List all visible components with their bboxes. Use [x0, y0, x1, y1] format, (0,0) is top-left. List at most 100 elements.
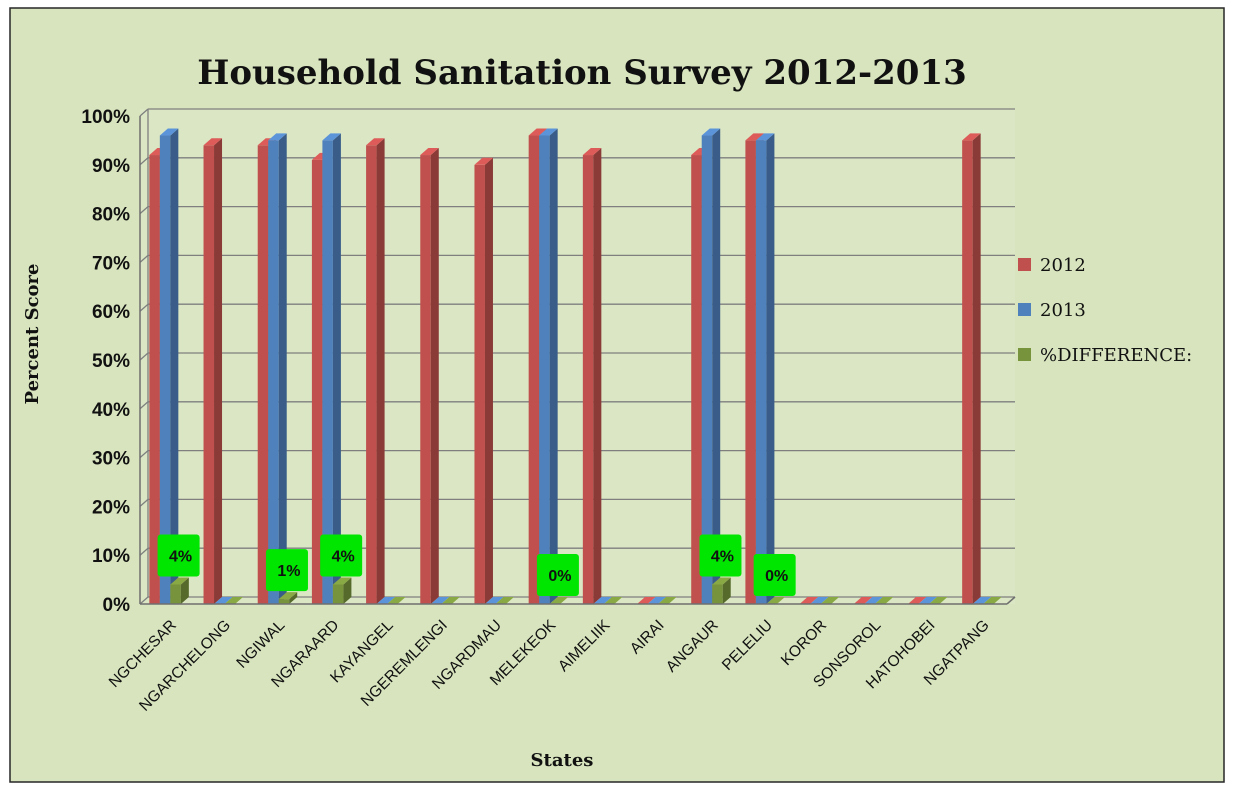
- y-tick-labels: 0% 10% 20% 30% 40% 50% 60% 70% 80% 90% 100%: [81, 107, 130, 616]
- bar-top: [278, 592, 298, 600]
- bar-front: [322, 140, 333, 604]
- bar: [159, 128, 179, 604]
- bar-top: [658, 597, 677, 604]
- bar-top: [420, 148, 439, 156]
- y-tick-label: 90%: [92, 156, 130, 177]
- gridline-connector: [139, 596, 149, 605]
- bar-front: [962, 140, 973, 604]
- bar-top: [484, 597, 504, 604]
- data-label: 4%: [320, 534, 363, 577]
- legend-label: 2013: [1040, 300, 1086, 321]
- data-label-text: 4%: [169, 548, 192, 565]
- data-labels: 4% 1% 4% 0% 4% 0%: [157, 534, 796, 596]
- bar-side: [332, 133, 341, 604]
- data-label-box: [157, 534, 200, 577]
- bar-front: [691, 155, 702, 605]
- y-tick-label: 20%: [92, 497, 130, 518]
- data-label-box: [265, 549, 308, 592]
- gridline-connector: [139, 450, 149, 459]
- bar-top: [539, 128, 558, 136]
- bar-side: [549, 128, 558, 604]
- bar-front: [745, 140, 756, 604]
- data-label: 0%: [536, 554, 579, 596]
- bar-top: [603, 597, 623, 604]
- bar-top: [376, 597, 396, 604]
- bar-side: [430, 148, 439, 605]
- gridlines: [139, 108, 1015, 605]
- bar: [539, 128, 558, 604]
- gridline-connector: [139, 206, 149, 215]
- bar-top: [918, 597, 937, 604]
- bar-top: [593, 597, 612, 604]
- gridline-connector: [139, 547, 149, 556]
- data-label-box: [753, 554, 796, 596]
- y-tick-label: 100%: [81, 107, 130, 128]
- bar-top: [907, 597, 927, 604]
- bar-side: [593, 148, 602, 605]
- bar-top: [528, 128, 548, 136]
- bar-side: [180, 577, 189, 604]
- gridline-connector: [139, 108, 149, 117]
- gridline-connector: [139, 157, 149, 166]
- bar-top: [712, 577, 731, 585]
- legend-swatch: [1018, 258, 1031, 271]
- bar-front: [278, 599, 290, 604]
- bar-front: [203, 145, 215, 604]
- bar-top: [972, 597, 992, 604]
- bar-side: [376, 138, 385, 604]
- bar-top: [387, 597, 406, 604]
- bar-side: [712, 128, 721, 604]
- bar-top: [928, 597, 948, 604]
- bar-side: [484, 157, 493, 605]
- bar: [366, 138, 385, 604]
- bar-front: [755, 140, 767, 604]
- bar: [582, 148, 602, 605]
- legend: 2012 2013 %DIFFERENCE:: [1018, 255, 1192, 366]
- bar-front: [474, 164, 485, 605]
- bar-side: [170, 128, 179, 604]
- bar-front: [528, 135, 540, 604]
- x-axis-title: States: [531, 750, 594, 771]
- bar-side: [972, 133, 981, 604]
- y-tick-label: 50%: [92, 351, 130, 372]
- gridline-connector: [139, 352, 149, 361]
- bar-top: [853, 597, 873, 604]
- data-label: 4%: [699, 534, 742, 577]
- bar-top: [820, 597, 840, 604]
- bar: [170, 577, 189, 604]
- bar-front: [311, 159, 323, 605]
- y-tick-label: 10%: [92, 546, 130, 567]
- y-tick-label: 70%: [92, 253, 130, 274]
- data-label: 1%: [265, 549, 308, 592]
- bar-top: [322, 133, 341, 141]
- bar-front: [159, 135, 171, 604]
- gridline-connector: [139, 401, 149, 410]
- bar-top: [549, 597, 569, 604]
- bar-top: [495, 597, 514, 604]
- bar: [278, 592, 298, 604]
- bar-side: [766, 133, 775, 604]
- bar: [332, 577, 352, 604]
- bar-top: [701, 128, 721, 136]
- bar: [268, 133, 287, 604]
- bar-top: [582, 148, 602, 156]
- bar: [712, 577, 731, 604]
- axes: [139, 116, 1016, 605]
- bar-top: [159, 128, 179, 136]
- bar-top: [474, 157, 493, 165]
- y-tick-label: 60%: [92, 302, 130, 323]
- bar: [755, 133, 775, 604]
- bar-top: [962, 133, 981, 141]
- bar-top: [745, 133, 764, 141]
- gridline-connector: [139, 498, 149, 507]
- bar-front: [257, 145, 269, 604]
- bar-top: [755, 133, 775, 141]
- gridline-connector: [139, 254, 149, 263]
- bar: [420, 148, 439, 605]
- bar-top: [170, 577, 189, 585]
- legend-swatch: [1018, 303, 1031, 316]
- bar-front: [268, 140, 279, 604]
- data-label-text: 4%: [711, 548, 734, 565]
- legend-label: %DIFFERENCE:: [1040, 345, 1192, 366]
- bar-top: [430, 597, 450, 604]
